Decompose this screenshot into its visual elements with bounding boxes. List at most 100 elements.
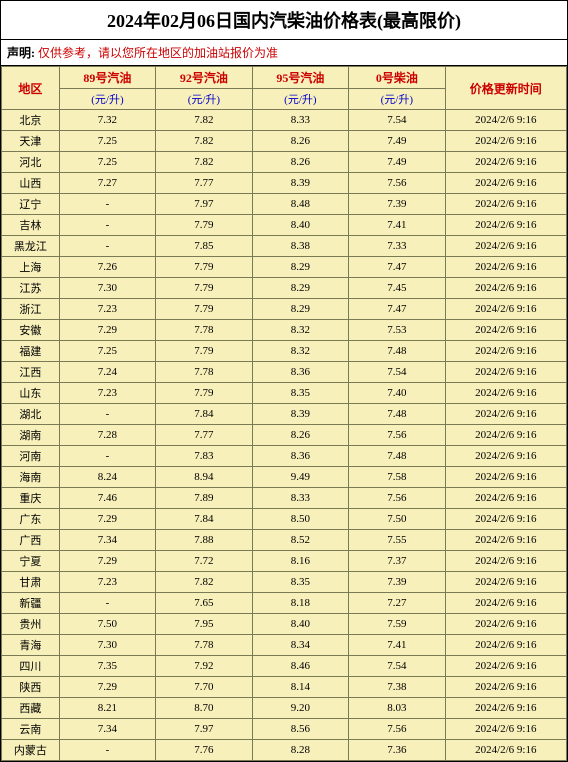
cell-p89: - — [59, 404, 155, 425]
cell-p95: 8.29 — [252, 257, 348, 278]
cell-p89: 7.50 — [59, 614, 155, 635]
cell-p95: 8.29 — [252, 278, 348, 299]
cell-p89: 7.26 — [59, 257, 155, 278]
cell-d0: 7.55 — [349, 530, 445, 551]
cell-p95: 8.50 — [252, 509, 348, 530]
cell-p89: 7.29 — [59, 320, 155, 341]
cell-ts: 2024/2/6 9:16 — [445, 656, 566, 677]
cell-p92: 8.70 — [156, 698, 252, 719]
cell-d0: 8.03 — [349, 698, 445, 719]
cell-p92: 7.76 — [156, 740, 252, 761]
cell-p89: 7.25 — [59, 341, 155, 362]
cell-p92: 7.78 — [156, 635, 252, 656]
cell-ts: 2024/2/6 9:16 — [445, 572, 566, 593]
cell-ts: 2024/2/6 9:16 — [445, 404, 566, 425]
cell-p89: 7.29 — [59, 509, 155, 530]
table-row: 陕西7.297.708.147.382024/2/6 9:16 — [2, 677, 567, 698]
cell-region: 宁夏 — [2, 551, 60, 572]
cell-region: 贵州 — [2, 614, 60, 635]
cell-d0: 7.56 — [349, 719, 445, 740]
cell-p95: 8.40 — [252, 215, 348, 236]
cell-region: 重庆 — [2, 488, 60, 509]
cell-p95: 8.36 — [252, 362, 348, 383]
table-row: 宁夏7.297.728.167.372024/2/6 9:16 — [2, 551, 567, 572]
cell-p95: 8.33 — [252, 110, 348, 131]
cell-p89: 7.30 — [59, 278, 155, 299]
cell-p95: 9.20 — [252, 698, 348, 719]
cell-p92: 7.97 — [156, 719, 252, 740]
cell-ts: 2024/2/6 9:16 — [445, 530, 566, 551]
table-row: 贵州7.507.958.407.592024/2/6 9:16 — [2, 614, 567, 635]
table-row: 黑龙江-7.858.387.332024/2/6 9:16 — [2, 236, 567, 257]
cell-ts: 2024/2/6 9:16 — [445, 257, 566, 278]
cell-p89: 7.34 — [59, 719, 155, 740]
cell-p92: 7.77 — [156, 425, 252, 446]
cell-d0: 7.54 — [349, 362, 445, 383]
cell-p92: 7.92 — [156, 656, 252, 677]
col-updated: 价格更新时间 — [445, 67, 566, 110]
cell-ts: 2024/2/6 9:16 — [445, 278, 566, 299]
cell-ts: 2024/2/6 9:16 — [445, 152, 566, 173]
cell-d0: 7.49 — [349, 131, 445, 152]
cell-p95: 8.32 — [252, 320, 348, 341]
cell-p95: 8.38 — [252, 236, 348, 257]
cell-ts: 2024/2/6 9:16 — [445, 719, 566, 740]
unit-89: (元/升) — [59, 89, 155, 110]
cell-p95: 8.33 — [252, 488, 348, 509]
cell-d0: 7.47 — [349, 299, 445, 320]
disclaimer-row: 声明: 仅供参考，请以您所在地区的加油站报价为准 — [1, 40, 567, 66]
cell-p92: 7.65 — [156, 593, 252, 614]
cell-p92: 8.94 — [156, 467, 252, 488]
cell-p92: 7.72 — [156, 551, 252, 572]
cell-p89: - — [59, 446, 155, 467]
cell-p89: 8.21 — [59, 698, 155, 719]
cell-region: 四川 — [2, 656, 60, 677]
cell-ts: 2024/2/6 9:16 — [445, 131, 566, 152]
cell-p89: 7.27 — [59, 173, 155, 194]
cell-ts: 2024/2/6 9:16 — [445, 362, 566, 383]
table-row: 河南-7.838.367.482024/2/6 9:16 — [2, 446, 567, 467]
cell-region: 陕西 — [2, 677, 60, 698]
cell-ts: 2024/2/6 9:16 — [445, 194, 566, 215]
cell-d0: 7.56 — [349, 425, 445, 446]
cell-p92: 7.89 — [156, 488, 252, 509]
cell-p95: 8.36 — [252, 446, 348, 467]
cell-d0: 7.40 — [349, 383, 445, 404]
unit-92: (元/升) — [156, 89, 252, 110]
cell-p92: 7.79 — [156, 215, 252, 236]
table-row: 福建7.257.798.327.482024/2/6 9:16 — [2, 341, 567, 362]
cell-p95: 8.29 — [252, 299, 348, 320]
cell-p95: 8.16 — [252, 551, 348, 572]
cell-region: 青海 — [2, 635, 60, 656]
col-fuel89: 89号汽油 — [59, 67, 155, 89]
header-row-1: 地区 89号汽油 92号汽油 95号汽油 0号柴油 价格更新时间 — [2, 67, 567, 89]
cell-ts: 2024/2/6 9:16 — [445, 320, 566, 341]
cell-p89: 7.46 — [59, 488, 155, 509]
cell-d0: 7.49 — [349, 152, 445, 173]
cell-region: 湖北 — [2, 404, 60, 425]
cell-region: 安徽 — [2, 320, 60, 341]
table-row: 江苏7.307.798.297.452024/2/6 9:16 — [2, 278, 567, 299]
cell-region: 海南 — [2, 467, 60, 488]
cell-region: 黑龙江 — [2, 236, 60, 257]
col-fuel92: 92号汽油 — [156, 67, 252, 89]
cell-p95: 8.52 — [252, 530, 348, 551]
cell-d0: 7.45 — [349, 278, 445, 299]
cell-p92: 7.83 — [156, 446, 252, 467]
cell-p89: - — [59, 236, 155, 257]
table-row: 浙江7.237.798.297.472024/2/6 9:16 — [2, 299, 567, 320]
table-row: 内蒙古-7.768.287.362024/2/6 9:16 — [2, 740, 567, 761]
cell-region: 北京 — [2, 110, 60, 131]
cell-ts: 2024/2/6 9:16 — [445, 299, 566, 320]
cell-d0: 7.48 — [349, 404, 445, 425]
cell-p89: 7.25 — [59, 152, 155, 173]
cell-region: 甘肃 — [2, 572, 60, 593]
table-row: 山东7.237.798.357.402024/2/6 9:16 — [2, 383, 567, 404]
table-row: 辽宁-7.978.487.392024/2/6 9:16 — [2, 194, 567, 215]
cell-p89: 7.29 — [59, 677, 155, 698]
cell-region: 山东 — [2, 383, 60, 404]
table-row: 安徽7.297.788.327.532024/2/6 9:16 — [2, 320, 567, 341]
cell-p95: 8.35 — [252, 383, 348, 404]
unit-95: (元/升) — [252, 89, 348, 110]
cell-region: 吉林 — [2, 215, 60, 236]
